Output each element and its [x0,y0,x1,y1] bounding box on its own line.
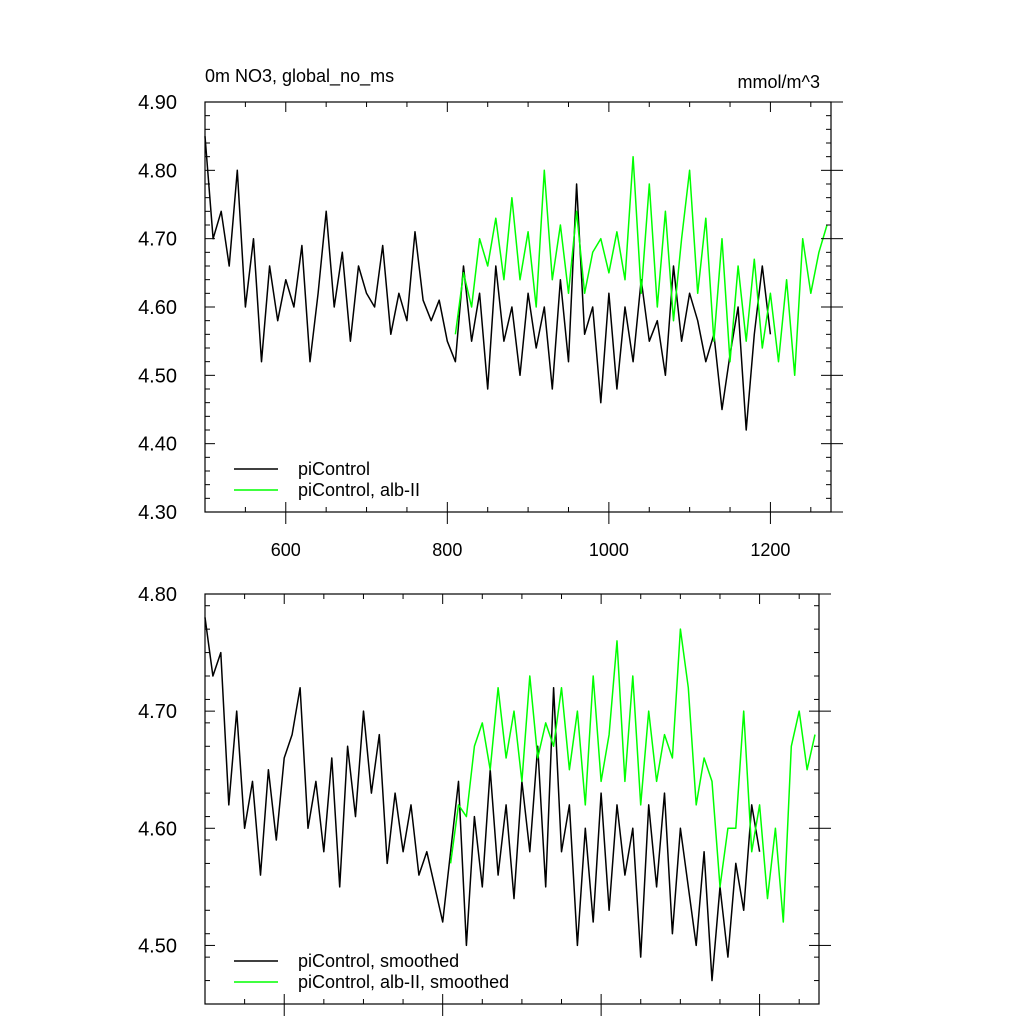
series-line-picontrol-alb-ii [454,155,828,377]
y-tick-label: 4.50 [138,935,177,957]
bottom-plot-frame [204,593,820,1005]
units-label: mmol/m^3 [738,72,820,92]
top-panel: 600 800 1000 1200 4.30 4.40 4.50 4.60 4.70 4.80 4.… [138,92,843,560]
y-tick-label: 4.90 [138,92,177,114]
y-tick-label: 4.80 [138,160,177,182]
bottom-series-lines [204,617,816,982]
x-tick-label: 800 [432,540,462,560]
y-tick-label: 4.30 [138,502,177,524]
legend-label: piControl, alb-II [298,480,420,500]
x-tick-label: 1200 [750,540,790,560]
top-series-lines [204,136,828,431]
y-tick-label: 4.40 [138,434,177,456]
legend-label: piControl, alb-II, smoothed [298,972,509,992]
y-tick-label: 4.60 [138,297,177,319]
y-tick-label: 4.50 [138,365,177,387]
series-line-picontrol [204,617,761,982]
y-tick-label: 4.60 [138,818,177,840]
bottom-panel: 4.50 4.60 4.70 4.80 piControl, smoothedpiCo… [138,584,831,1016]
series-line-picontrol-alb-ii [449,628,816,923]
x-tick-label: 600 [271,540,301,560]
y-tick-label: 4.70 [138,701,177,723]
x-tick-label: 1000 [589,540,629,560]
legend-label: piControl [298,459,370,479]
y-tick-label: 4.80 [138,584,177,606]
y-tick-label: 4.70 [138,229,177,251]
legend-label: piControl, smoothed [298,951,459,971]
bottom-axis-ticks: 4.50 4.60 4.70 4.80 [138,584,831,1016]
figure-title: 0m NO3, global_no_ms [205,66,394,87]
top-axis-ticks: 600 800 1000 1200 4.30 4.40 4.50 4.60 4.70 4.80 4.… [138,92,843,560]
